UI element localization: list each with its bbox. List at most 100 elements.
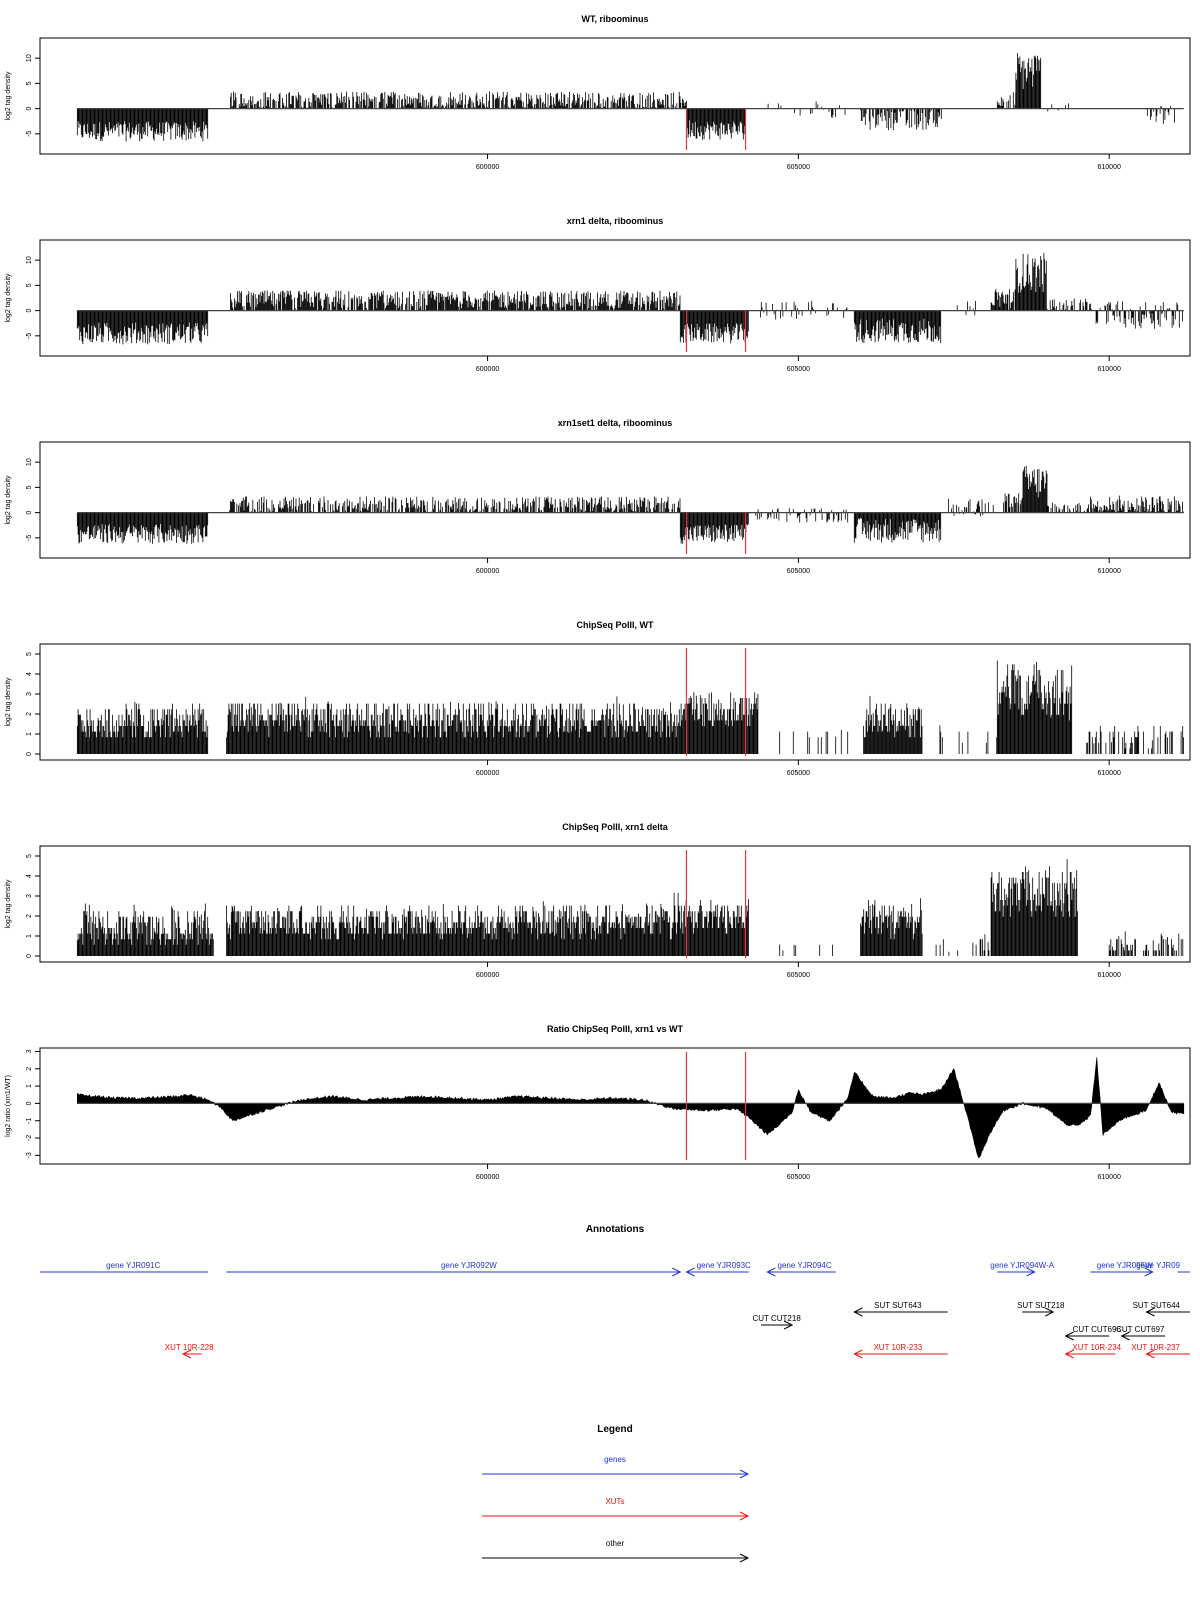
y-tick-label: -5 — [26, 131, 33, 137]
y-tick-label: 4 — [26, 672, 33, 676]
signal-segment — [1047, 103, 1069, 112]
panel-title: ChipSeq PolII, xrn1 delta — [562, 822, 669, 832]
x-tick-label: 600000 — [476, 366, 499, 373]
y-tick-label: -5 — [26, 535, 33, 541]
signal-segment — [686, 108, 746, 140]
x-tick-label: 610000 — [1098, 568, 1121, 575]
x-tick-label: 605000 — [787, 366, 810, 373]
signal-segment — [226, 901, 675, 956]
signal-segment — [229, 290, 681, 311]
data-marks — [76, 660, 1184, 754]
signal-segment — [1015, 252, 1047, 311]
signal-segment — [990, 288, 1016, 311]
y-tick-label: 2 — [26, 914, 33, 918]
y-tick-label: 2 — [26, 712, 33, 716]
track-panel: ChipSeq PolII, WT log2 tag density 0 1 2 3 4 5 6… — [5, 620, 1191, 777]
signal-segment — [679, 310, 749, 344]
signal-segment — [956, 301, 976, 316]
signal-segment — [76, 702, 209, 754]
signal-segment — [226, 696, 681, 754]
y-tick-label: 5 — [26, 652, 33, 656]
signal-segment — [860, 108, 942, 131]
signal-segment — [1003, 493, 1022, 513]
signal-segment — [853, 310, 942, 344]
signal-segment — [767, 101, 817, 116]
data-marks — [76, 465, 1184, 544]
x-tick-label: 600000 — [476, 770, 499, 777]
track-panel: WT, riboominus log2 tag density -5 0 5 10 6000… — [5, 14, 1191, 171]
track-panel: xrn1set1 delta, riboominus log2 tag densi… — [5, 418, 1191, 575]
y-tick-label: 3 — [26, 692, 33, 696]
signal-segment — [76, 512, 209, 544]
y-tick-label: 5 — [26, 485, 33, 489]
signal-segment — [816, 104, 846, 118]
y-tick-label: 3 — [26, 894, 33, 898]
y-tick-label: 4 — [26, 874, 33, 878]
track-panel: ChipSeq PolII, xrn1 delta log2 tag densit… — [5, 822, 1191, 979]
signal-segment — [779, 944, 833, 956]
plot-frame — [39, 239, 1191, 357]
plot-frame — [39, 37, 1191, 155]
plot-frame — [39, 441, 1191, 559]
y-axis-label: log2 tag density — [5, 71, 12, 121]
y-tick-label: 10 — [26, 54, 33, 62]
panel-title: WT, riboominus — [582, 14, 649, 24]
y-tick-label: 0 — [26, 511, 33, 515]
y-tick-label: 1 — [26, 732, 33, 736]
y-axis-label: log2 tag density — [5, 273, 12, 323]
plot-frame — [39, 643, 1191, 761]
signal-segment — [996, 92, 1017, 109]
signal-segment — [755, 508, 849, 523]
data-marks — [76, 53, 1175, 142]
signal-segment — [679, 512, 749, 544]
signal-segment — [1090, 495, 1184, 513]
y-tick-label: 0 — [26, 752, 33, 756]
x-tick-label: 610000 — [1098, 164, 1121, 171]
x-tick-label: 610000 — [1098, 366, 1121, 373]
signal-segment — [679, 692, 759, 754]
signal-segment — [863, 695, 923, 754]
signal-segment — [229, 91, 687, 109]
signal-segment — [996, 660, 1073, 754]
y-tick-label: -5 — [26, 333, 33, 339]
y-axis-label: log2 tag density — [5, 677, 12, 727]
y-tick-label: 5 — [26, 81, 33, 85]
panel-title: ChipSeq PolII, WT — [577, 620, 654, 630]
x-tick-label: 610000 — [1098, 972, 1121, 979]
signal-segment — [1046, 502, 1089, 514]
track-panel: xrn1 delta, riboominus log2 tag density -5… — [5, 216, 1191, 373]
x-tick-label: 600000 — [476, 972, 499, 979]
y-tick-label: 0 — [26, 309, 33, 313]
data-marks — [76, 859, 1184, 956]
x-tick-label: 605000 — [787, 164, 810, 171]
x-tick-label: 600000 — [476, 164, 499, 171]
y-tick-label: 10 — [26, 458, 33, 466]
x-tick-label: 600000 — [476, 568, 499, 575]
signal-segment — [853, 512, 942, 543]
y-axis-label: log2 tag density — [5, 475, 12, 525]
x-tick-label: 605000 — [787, 770, 810, 777]
signal-segment — [1090, 301, 1183, 329]
signal-segment — [1015, 53, 1042, 109]
signal-segment — [1046, 298, 1091, 312]
y-tick-label: 5 — [26, 854, 33, 858]
y-tick-label: 10 — [26, 256, 33, 264]
panel-title: xrn1 delta, riboominus — [567, 216, 664, 226]
y-tick-label: 5 — [26, 283, 33, 287]
signal-segment — [76, 903, 214, 956]
signal-segment — [673, 892, 749, 956]
data-marks — [76, 252, 1183, 345]
x-tick-label: 605000 — [787, 568, 810, 575]
signal-segment — [1021, 465, 1048, 513]
panel-title: xrn1set1 delta, riboominus — [558, 418, 673, 428]
signal-segment — [860, 898, 923, 956]
y-tick-label: 0 — [26, 107, 33, 111]
x-tick-label: 610000 — [1098, 770, 1121, 777]
signal-segment — [939, 725, 998, 754]
y-tick-label: 0 — [26, 954, 33, 958]
signal-segment — [948, 498, 996, 517]
y-axis-label: log2 tag density — [5, 879, 12, 929]
signal-segment — [76, 108, 209, 142]
signal-segment — [229, 496, 681, 513]
